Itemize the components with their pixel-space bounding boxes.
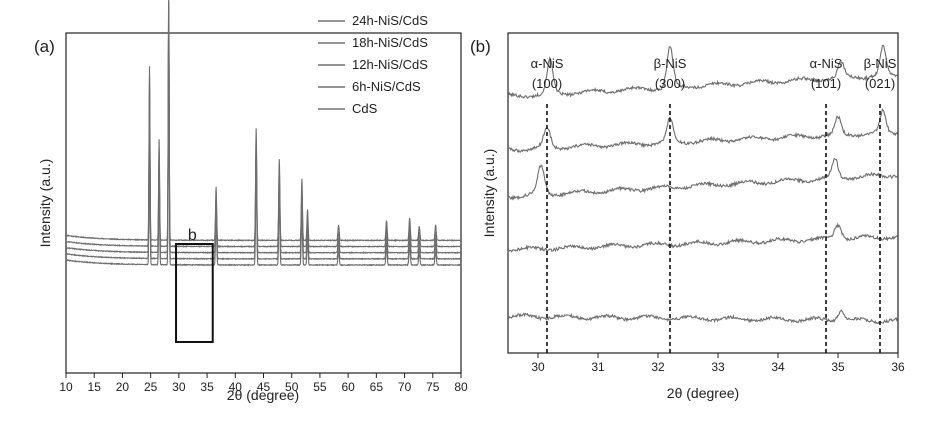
panel-b-x-tick-label: 32 [651, 360, 665, 374]
legend-label-cds: CdS [352, 101, 378, 116]
panel-b-x-tick-label: 34 [771, 360, 785, 374]
panel-a-x-tick-label: 20 [116, 380, 130, 394]
panel-a-series-3 [65, 15, 462, 255]
panel-a-x-tick-label: 50 [285, 380, 299, 394]
panel-b-series-4 [507, 222, 898, 253]
panel-b-x-tick-label: 35 [831, 360, 845, 374]
panel-a-x-tick-label: 30 [172, 380, 186, 394]
panel-a-x-axis-ticks: 10 15 20 25 30 35 40 45 50 55 60 65 70 75 80 [59, 373, 468, 394]
panel-a: (a) 10 15 20 25 30 35 40 45 50 55 60 65 70 75 80 2θ (d… [34, 0, 468, 403]
panel-b-label: (b) [470, 37, 491, 56]
panel-a-x-tick-label: 65 [370, 380, 384, 394]
reference-index-label: (300) [655, 76, 685, 91]
panel-b-x-tick-label: 31 [591, 360, 605, 374]
panel-a-series-2 [65, 2, 462, 249]
panel-a-label: (a) [34, 37, 55, 56]
reference-phase-label: β-NiS [864, 56, 897, 71]
panel-a-x-tick-label: 60 [341, 380, 355, 394]
panel-b-traces [507, 44, 899, 325]
panel-a-x-tick-label: 45 [257, 380, 271, 394]
panel-b-series-2 [507, 108, 899, 154]
panel-b-series-5 [507, 309, 899, 325]
panel-a-x-tick-label: 15 [88, 380, 102, 394]
panel-a-x-axis-label: 2θ (degree) [227, 387, 299, 403]
panel-a-x-tick-label: 80 [454, 380, 468, 394]
panel-a-x-tick-label: 70 [398, 380, 412, 394]
panel-a-y-axis-label: Intensity (a.u.) [37, 159, 53, 248]
panel-a-x-tick-label: 10 [59, 380, 73, 394]
panel-b-x-axis-label: 2θ (degree) [667, 385, 739, 401]
panel-a-x-tick-label: 75 [426, 380, 440, 394]
panel-b-y-axis-label: Intensity (a.u.) [481, 149, 497, 238]
panel-b-x-tick-label: 33 [711, 360, 725, 374]
panel-a-x-tick-label: 55 [313, 380, 327, 394]
panel-a-legend: 24h-NiS/CdS 18h-NiS/CdS 12h-NiS/CdS 6h-N… [318, 13, 428, 116]
panel-b-series-3 [507, 157, 898, 201]
reference-index-label: (100) [532, 76, 562, 91]
panel-b-x-tick-label: 36 [891, 360, 905, 374]
reference-index-label: (021) [865, 76, 895, 91]
reference-phase-label: α-NiS [531, 56, 564, 71]
reference-phase-label: β-NiS [654, 56, 687, 71]
legend-label-24h: 24h-NiS/CdS [352, 13, 428, 28]
panel-b-plot-frame [507, 32, 899, 354]
panel-b-x-axis-ticks: 30 31 32 33 34 35 36 [531, 353, 905, 374]
panel-a-traces [65, 0, 462, 267]
panel-b-reference-lines: α-NiS (100) β-NiS (300) α-NiS (101) β-NiS (021) [531, 56, 897, 353]
panel-b-x-tick-label: 30 [531, 360, 545, 374]
panel-a-x-tick-label: 40 [229, 380, 243, 394]
reference-phase-label: α-NiS [810, 56, 843, 71]
legend-label-12h: 12h-NiS/CdS [352, 57, 428, 72]
reference-index-label: (101) [811, 76, 841, 91]
panel-a-x-tick-label: 25 [144, 380, 158, 394]
panel-a-series-1 [65, 0, 462, 243]
panel-a-series-5 [65, 42, 462, 267]
panel-a-zoom-box-label: b [188, 227, 197, 244]
legend-label-18h: 18h-NiS/CdS [352, 35, 428, 50]
panel-a-zoom-box [175, 243, 214, 343]
panel-a-x-tick-label: 35 [200, 380, 214, 394]
panel-b-series-1 [507, 44, 898, 99]
panel-a-series-4 [65, 29, 462, 261]
legend-label-6h: 6h-NiS/CdS [352, 79, 421, 94]
panel-b: (b) α-NiS (100) β-NiS (300) α-NiS (101) β-NiS (… [470, 32, 905, 401]
